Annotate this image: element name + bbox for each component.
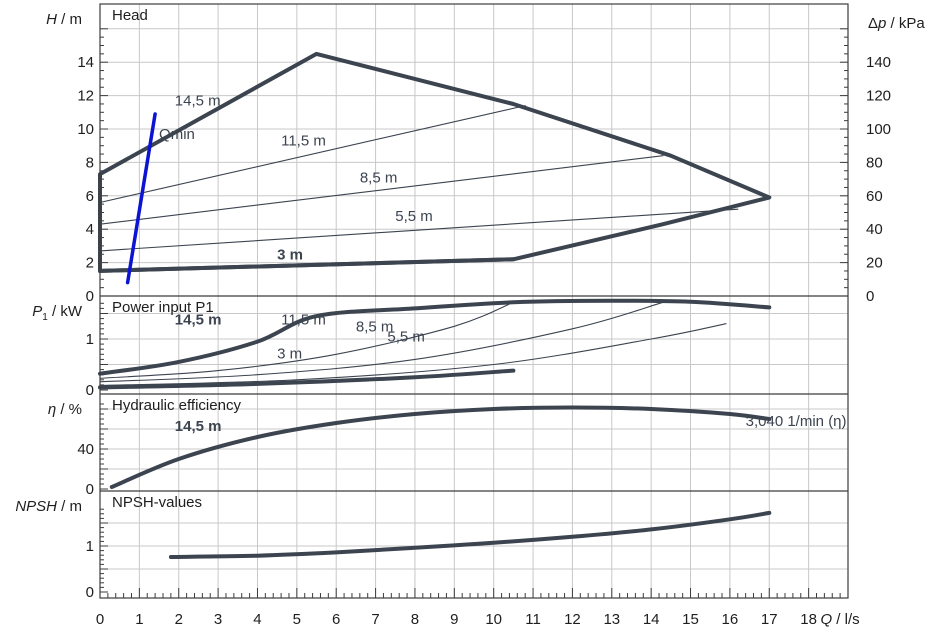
head-right-ytick-label: 100 [866, 121, 891, 138]
x-tick-label: 3 [214, 611, 222, 628]
head-curve-label: Qmin [159, 126, 195, 143]
head-title: Head [112, 7, 148, 24]
head-right-ytick-label: 80 [866, 154, 883, 171]
head-right-ytick-label: 20 [866, 255, 883, 272]
npsh-ylabel: NPSH / m [15, 498, 82, 515]
efficiency-panel: 0 40 η / % Hydraulic efficiency 14,5 m 3,040 … [48, 397, 848, 498]
efficiency-ytick-label: 0 [86, 481, 94, 498]
head-ytick-label: 10 [77, 121, 94, 138]
x-axis: 0 1 2 3 4 5 6 7 8 9 10 11 12 13 14 15 16 17 18 Q / l/s [96, 588, 860, 628]
head-curve-label: 11,5 m [281, 133, 326, 150]
power-ytick-label: 1 [86, 331, 94, 348]
power-curve-label: 14,5 m [175, 312, 222, 329]
head-ytick-label: 8 [86, 154, 94, 171]
efficiency-title: Hydraulic efficiency [112, 397, 241, 414]
power-title: Power input P1 [112, 299, 214, 316]
x-tick-label: 0 [96, 611, 104, 628]
plot-frame [99, 3, 849, 599]
npsh-title: NPSH-values [112, 494, 202, 511]
head-right-ytick-label: 60 [866, 188, 883, 205]
efficiency-curve-label: 3,040 1/min (η) [746, 413, 847, 430]
head-curve-label: 5,5 m [395, 208, 433, 225]
x-tick-label: 10 [485, 611, 502, 628]
head-ytick-label: 0 [86, 288, 94, 305]
x-tick-label: 18 [800, 611, 817, 628]
x-tick-label: 8 [411, 611, 419, 628]
head-right-ylabel: Δp / kPa [868, 15, 925, 32]
head-series-8-5-m [99, 155, 664, 225]
x-tick-label: 14 [643, 611, 660, 628]
x-tick-label: 17 [761, 611, 778, 628]
x-tick-label: 4 [253, 611, 261, 628]
power-ylabel: P1 / kW [32, 303, 83, 323]
power-curve-label: 3 m [277, 345, 302, 362]
head-panel: 0 2 4 6 8 10 12 14 H / m Head 0 20 40 60 80 100 120 140 Δp… [46, 7, 925, 305]
power-series-11-5-m [99, 301, 514, 379]
head-ylabel: H / m [46, 11, 82, 28]
head-ytick-label: 4 [86, 221, 94, 238]
npsh-panel: 0 1 NPSH / m NPSH-values [15, 494, 848, 601]
x-tick-label: 2 [175, 611, 183, 628]
head-right-ytick-label: 0 [866, 288, 874, 305]
x-tick-label: 15 [682, 611, 699, 628]
power-curve-label: 5,5 m [387, 329, 425, 346]
head-series-3-m [98, 257, 516, 273]
power-series-3-m [98, 368, 516, 390]
x-tick-label: 5 [293, 611, 301, 628]
head-ytick-label: 14 [77, 54, 94, 71]
power-series-8-5-m [99, 301, 664, 383]
x-tick-label: 1 [135, 611, 143, 628]
head-series-Qmin [125, 112, 157, 285]
power-series-14-5-m [98, 298, 772, 376]
x-tick-label: 12 [564, 611, 581, 628]
head-ytick-label: 6 [86, 188, 94, 205]
npsh-series-curve [168, 510, 772, 559]
head-ytick-label: 2 [86, 255, 94, 272]
head-curve-label: 14,5 m [175, 93, 221, 110]
x-tick-label: 7 [371, 611, 379, 628]
head-curve-label: 3 m [277, 246, 303, 263]
head-series-11-5-m [99, 105, 526, 204]
head-series-14-5-m [98, 51, 772, 273]
x-tick-label: 16 [722, 611, 739, 628]
x-axis-label: Q / l/s [820, 611, 859, 628]
power-series-5-5-m [99, 323, 727, 386]
npsh-ytick-label: 0 [86, 584, 94, 601]
efficiency-curve-label: 14,5 m [175, 418, 222, 435]
x-tick-label: 6 [332, 611, 340, 628]
npsh-ytick-label: 1 [86, 538, 94, 555]
head-curve-label: 8,5 m [360, 169, 398, 186]
power-curve-label: 11,5 m [281, 312, 326, 329]
head-series-5-5-m [99, 208, 739, 252]
power-curve-label: 8,5 m [356, 318, 394, 335]
efficiency-ytick-label: 40 [77, 441, 94, 458]
head-right-ytick-label: 140 [866, 54, 891, 71]
head-right-ytick-label: 120 [866, 88, 891, 105]
efficiency-series-14-5-m [109, 405, 772, 489]
efficiency-ylabel: η / % [48, 401, 82, 418]
head-ytick-label: 12 [77, 88, 94, 105]
x-tick-label: 9 [450, 611, 458, 628]
head-right-ytick-label: 40 [866, 221, 883, 238]
x-tick-label: 11 [525, 611, 541, 628]
power-ytick-label: 0 [86, 382, 94, 399]
x-tick-label: 13 [603, 611, 620, 628]
